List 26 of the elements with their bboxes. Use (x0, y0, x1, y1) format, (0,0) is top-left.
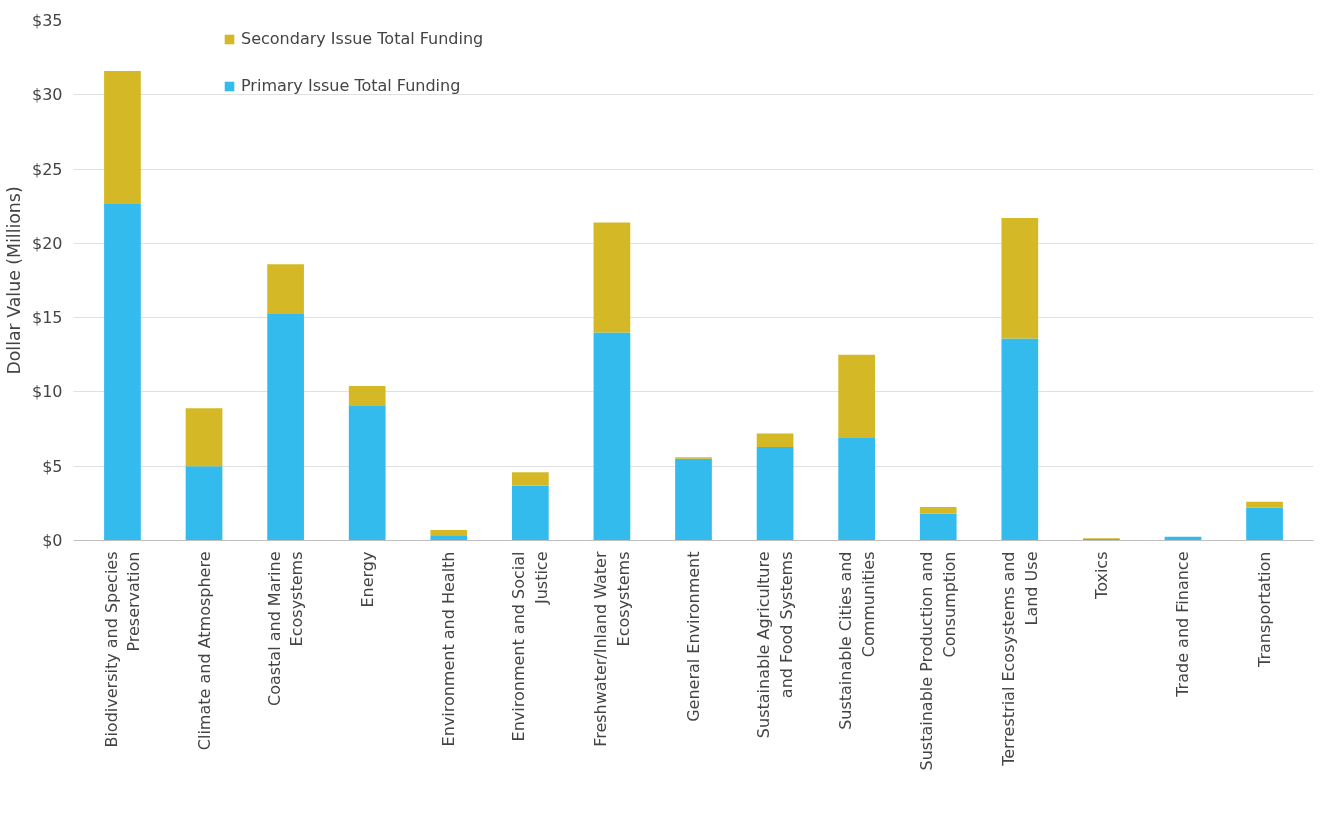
x-tick-label: Trade and Finance (1173, 551, 1193, 698)
x-tick-label: Energy (357, 551, 377, 608)
x-tick-label: Terrestrial Ecosystems and Land Use (998, 551, 1041, 767)
y-tick-label: $10 (31, 382, 63, 402)
y-tick-label: $0 (42, 531, 63, 550)
y-tick-label: $30 (31, 85, 63, 105)
legend-label: Primary Issue Total Funding (241, 76, 461, 95)
y-tick-label: $15 (31, 308, 63, 328)
x-tick-label: Biodiversity and Species Preservation (101, 551, 144, 748)
x-tick-label: Coastal and Marine Ecosystems (264, 551, 307, 707)
x-tick-label: Transportation (1255, 551, 1275, 669)
x-tick-label: Environment and Social Justice (509, 551, 552, 742)
y-tick-label: $35 (31, 11, 63, 30)
x-tick-label: Sustainable Cities and Communities (835, 551, 878, 730)
x-tick-label: Toxics (1091, 551, 1111, 600)
x-tick-label: Sustainable Agriculture and Food Systems (754, 551, 796, 739)
x-tick-label: Environment and Health (439, 551, 459, 747)
y-tick-label: $25 (31, 159, 63, 179)
y-tick-label: $5 (42, 456, 63, 476)
y-tick-label: $20 (31, 233, 63, 253)
y-axis-title: Dollar Value (Millions) (3, 186, 24, 375)
x-tick-label: General Environment (684, 551, 703, 722)
x-tick-label: Freshwater/Inland Water Ecosystems (591, 551, 633, 747)
legend-label: Secondary Issue Total Funding (241, 29, 484, 48)
x-tick-label: Sustainable Production and Consumption (917, 551, 960, 771)
x-tick-label: Climate and Atmosphere (194, 551, 214, 751)
